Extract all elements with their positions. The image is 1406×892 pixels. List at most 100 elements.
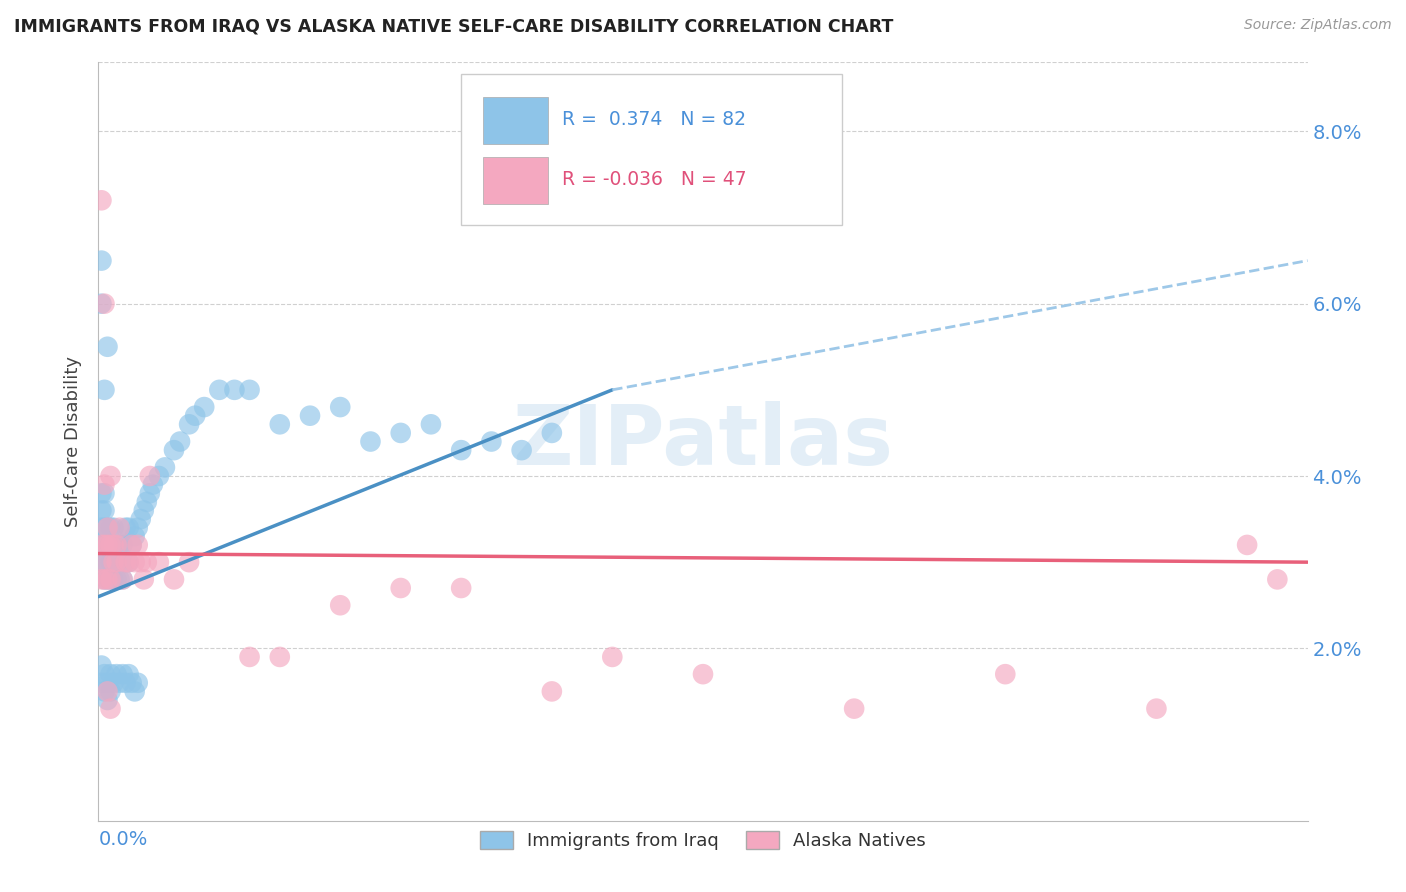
Point: [420, 417, 443, 432]
Point: [450, 581, 472, 595]
Point: [103, 538, 125, 552]
Point: [93, 383, 115, 397]
Point: [103, 555, 125, 569]
Point: [103, 521, 125, 535]
Point: [96, 684, 118, 698]
Point: [93, 538, 115, 552]
Point: [124, 555, 146, 569]
Point: [360, 434, 382, 449]
Point: [239, 649, 262, 664]
Point: [224, 383, 246, 397]
Point: [93, 573, 115, 587]
FancyBboxPatch shape: [482, 157, 548, 204]
Point: [132, 573, 155, 587]
Point: [124, 684, 146, 698]
Point: [111, 573, 134, 587]
FancyBboxPatch shape: [482, 96, 548, 144]
Text: R = -0.036   N = 47: R = -0.036 N = 47: [561, 170, 747, 189]
Point: [90, 194, 112, 208]
Point: [93, 477, 115, 491]
Point: [96, 573, 118, 587]
Point: [103, 538, 125, 552]
Point: [103, 573, 125, 587]
Point: [93, 521, 115, 535]
Point: [127, 521, 149, 535]
Point: [93, 667, 115, 681]
Point: [100, 684, 122, 698]
Point: [100, 667, 122, 681]
Point: [510, 443, 533, 458]
Point: [193, 400, 215, 414]
Point: [163, 573, 186, 587]
Point: [100, 521, 122, 535]
Point: [129, 512, 152, 526]
Point: [1267, 573, 1289, 587]
Point: [90, 675, 112, 690]
FancyBboxPatch shape: [461, 74, 842, 226]
Point: [90, 658, 112, 673]
Point: [1236, 538, 1258, 552]
Point: [96, 573, 118, 587]
Point: [148, 555, 170, 569]
Point: [90, 538, 112, 552]
Point: [90, 538, 112, 552]
Point: [169, 434, 191, 449]
Point: [90, 296, 112, 310]
Point: [100, 701, 122, 715]
Point: [108, 573, 131, 587]
Point: [96, 675, 118, 690]
Point: [93, 573, 115, 587]
Point: [1144, 701, 1167, 715]
Point: [93, 486, 115, 500]
Point: [602, 649, 624, 664]
Point: [111, 667, 134, 681]
Point: [142, 477, 165, 491]
Point: [118, 555, 141, 569]
Point: [121, 538, 143, 552]
Point: [96, 521, 118, 535]
Text: Source: ZipAtlas.com: Source: ZipAtlas.com: [1244, 18, 1392, 32]
Point: [96, 693, 118, 707]
Point: [105, 538, 128, 552]
Point: [96, 538, 118, 552]
Point: [100, 538, 122, 552]
Point: [994, 667, 1017, 681]
Point: [179, 555, 201, 569]
Point: [90, 253, 112, 268]
Text: R =  0.374   N = 82: R = 0.374 N = 82: [561, 110, 745, 128]
Point: [299, 409, 322, 423]
Point: [100, 573, 122, 587]
Point: [135, 495, 157, 509]
Point: [127, 675, 149, 690]
Point: [90, 573, 112, 587]
Point: [163, 443, 186, 458]
Point: [90, 555, 112, 569]
Point: [105, 555, 128, 569]
Text: IMMIGRANTS FROM IRAQ VS ALASKA NATIVE SELF-CARE DISABILITY CORRELATION CHART: IMMIGRANTS FROM IRAQ VS ALASKA NATIVE SE…: [14, 18, 893, 36]
Point: [844, 701, 866, 715]
Point: [100, 538, 122, 552]
Point: [121, 675, 143, 690]
Point: [93, 296, 115, 310]
Point: [114, 675, 136, 690]
Point: [114, 555, 136, 569]
Point: [450, 443, 472, 458]
Point: [90, 503, 112, 517]
Point: [90, 521, 112, 535]
Point: [153, 460, 176, 475]
Point: [135, 555, 157, 569]
Point: [329, 400, 352, 414]
Point: [96, 521, 118, 535]
Point: [208, 383, 231, 397]
Point: [127, 538, 149, 552]
Point: [481, 434, 503, 449]
Point: [148, 469, 170, 483]
Point: [108, 675, 131, 690]
Text: 0.0%: 0.0%: [98, 830, 148, 849]
Point: [93, 555, 115, 569]
Point: [114, 521, 136, 535]
Point: [269, 417, 291, 432]
Point: [105, 573, 128, 587]
Point: [540, 684, 562, 698]
Point: [93, 538, 115, 552]
